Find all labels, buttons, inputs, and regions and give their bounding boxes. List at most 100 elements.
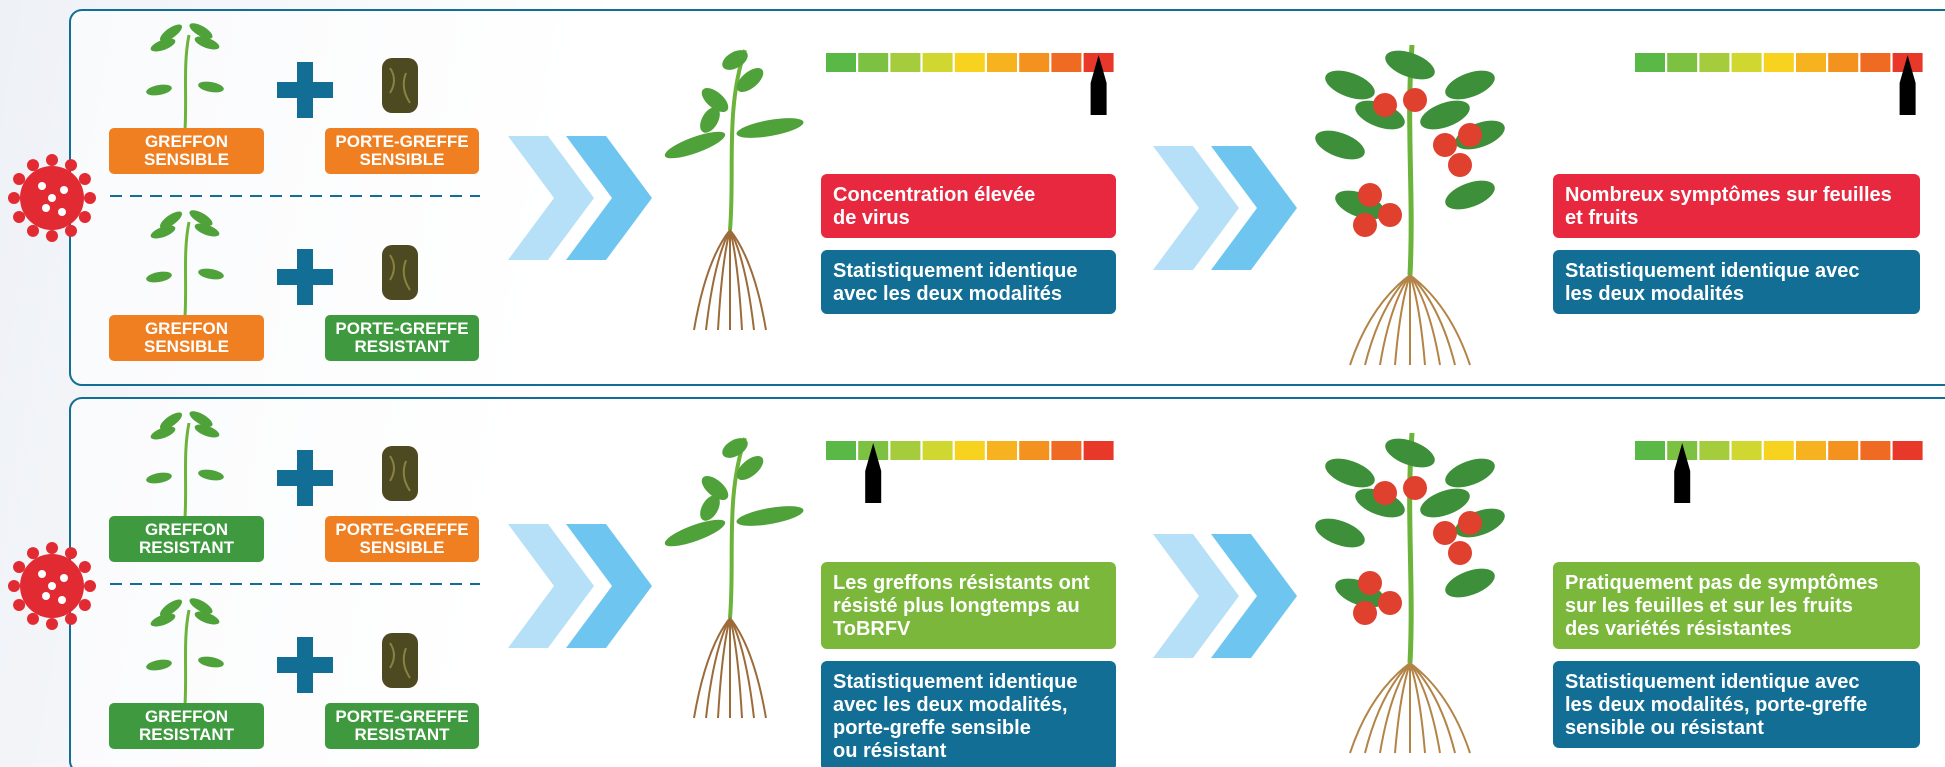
virus-spike <box>13 173 25 185</box>
box-text: ToBRFV <box>833 618 911 640</box>
tomato <box>1373 481 1397 505</box>
label-text: SENSIBLE <box>144 337 229 356</box>
gauge-segment <box>1084 441 1114 460</box>
label-text: RESISTANT <box>354 337 450 356</box>
tomato <box>1458 123 1482 147</box>
gauge-segment <box>1796 53 1826 72</box>
label-text: SENSIBLE <box>359 538 444 557</box>
virus-spike <box>84 192 96 204</box>
plus <box>297 450 313 506</box>
tomato <box>1378 591 1402 615</box>
gauge-segment <box>890 53 920 72</box>
gauge-segment <box>826 53 856 72</box>
canvas: GREFFONSENSIBLEPORTE-GREFFESENSIBLEGREFF… <box>0 0 1945 767</box>
box-text: de virus <box>833 207 910 229</box>
box-text: Statistiquement identique <box>833 260 1077 282</box>
gauge-segment <box>1019 441 1049 460</box>
tomato <box>1353 601 1377 625</box>
label-text: SENSIBLE <box>359 150 444 169</box>
tomato <box>1373 93 1397 117</box>
virus-dot <box>60 186 68 194</box>
virus-spike <box>27 547 39 559</box>
gauge-segment <box>955 53 985 72</box>
gauge-segment <box>1019 53 1049 72</box>
label-text: SENSIBLE <box>144 150 229 169</box>
box-text: Statistiquement identique <box>833 671 1077 693</box>
box-text: Les greffons résistants ont <box>833 572 1090 594</box>
box-text: Pratiquement pas de symptômes <box>1565 572 1878 594</box>
infographic: GREFFONSENSIBLEPORTE-GREFFESENSIBLEGREFF… <box>0 0 1945 767</box>
label-text: PORTE-GREFFE <box>335 319 468 338</box>
gauge-segment <box>1764 441 1794 460</box>
virus-spike <box>65 159 77 171</box>
virus-dot <box>38 570 46 578</box>
tomato <box>1403 88 1427 112</box>
stem <box>1410 433 1412 663</box>
virus-spike <box>46 230 58 242</box>
virus-spike <box>65 547 77 559</box>
gauge-segment <box>1764 53 1794 72</box>
gauge-segment <box>1051 441 1081 460</box>
virus-spike <box>46 542 58 554</box>
gauge-segment <box>1635 53 1665 72</box>
label-text: GREFFON <box>145 520 228 539</box>
virus-spike <box>8 192 20 204</box>
virus-spike <box>27 613 39 625</box>
plus <box>297 637 313 693</box>
gauge-segment <box>1828 53 1858 72</box>
gauge-segment <box>923 53 953 72</box>
gauge-segment <box>1667 53 1697 72</box>
box-text: avec les deux modalités, <box>833 694 1068 716</box>
gauge-segment <box>987 441 1017 460</box>
virus-spike <box>13 561 25 573</box>
box-text: Statistiquement identique avec <box>1565 260 1860 282</box>
virus-spike <box>65 225 77 237</box>
box-text: et fruits <box>1565 207 1638 229</box>
tomato <box>1353 213 1377 237</box>
label-text: RESISTANT <box>139 725 235 744</box>
virus-spike <box>79 211 91 223</box>
box-text: les deux modalités <box>1565 283 1744 305</box>
virus-spike <box>79 561 91 573</box>
virus-dot <box>42 204 50 212</box>
label-text: PORTE-GREFFE <box>335 520 468 539</box>
virus-spike <box>79 173 91 185</box>
plus <box>297 249 313 305</box>
gauge-segment <box>1699 53 1729 72</box>
rootstock <box>382 58 418 113</box>
tomato <box>1448 153 1472 177</box>
virus-spike <box>27 225 39 237</box>
rootstock <box>382 446 418 501</box>
gauge-segment <box>1732 441 1762 460</box>
rootstock <box>382 245 418 300</box>
tomato <box>1458 511 1482 535</box>
virus-spike <box>65 613 77 625</box>
label-text: RESISTANT <box>354 725 450 744</box>
virus-spike <box>8 580 20 592</box>
gauge-segment <box>1828 441 1858 460</box>
label-text: GREFFON <box>145 707 228 726</box>
gauge-segment <box>955 441 985 460</box>
label-text: GREFFON <box>145 319 228 338</box>
box-text: des variétés résistantes <box>1565 618 1792 640</box>
box-text: sur les feuilles et sur les fruits <box>1565 595 1853 617</box>
gauge-segment <box>1893 441 1923 460</box>
virus-dot <box>42 592 50 600</box>
gauge-segment <box>923 441 953 460</box>
tomato <box>1378 203 1402 227</box>
label-text: RESISTANT <box>139 538 235 557</box>
box-text: avec les deux modalités <box>833 283 1062 305</box>
label-text: PORTE-GREFFE <box>335 707 468 726</box>
box-text: ou résistant <box>833 740 947 762</box>
gauge-segment <box>890 441 920 460</box>
virus-dot <box>58 596 66 604</box>
label-text: PORTE-GREFFE <box>335 132 468 151</box>
tomato <box>1358 183 1382 207</box>
gauge-segment <box>826 441 856 460</box>
gauge-segment <box>1699 441 1729 460</box>
box-text: Nombreux symptômes sur feuilles <box>1565 184 1892 206</box>
box-text: sensible ou résistant <box>1565 717 1764 739</box>
tomato <box>1433 521 1457 545</box>
virus-spike <box>27 159 39 171</box>
virus-dot <box>48 582 56 590</box>
